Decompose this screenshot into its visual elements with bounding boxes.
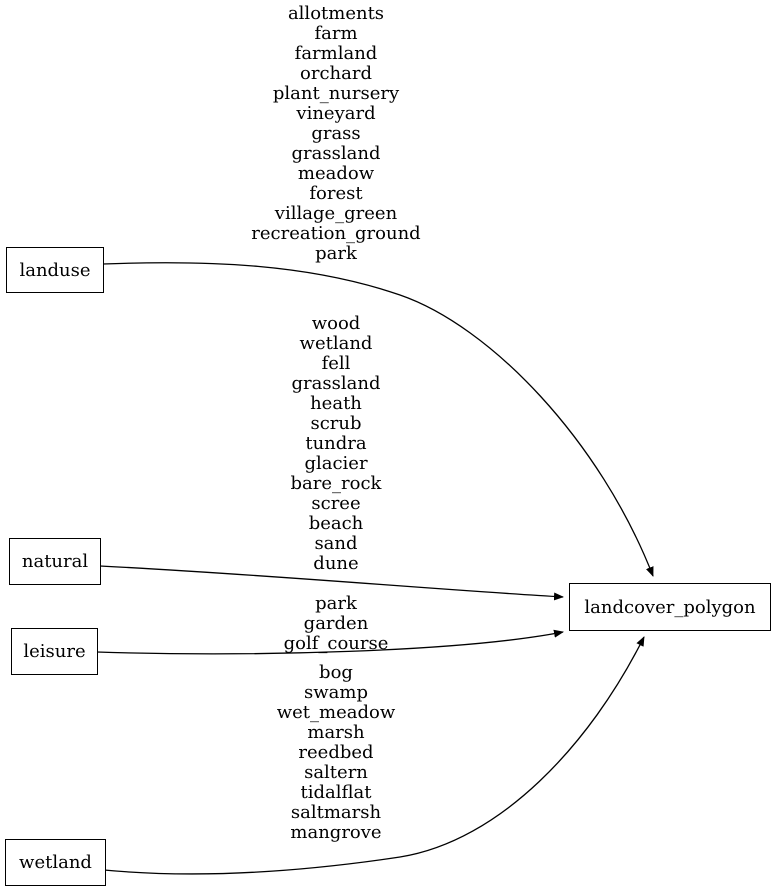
edge-value: farm	[314, 23, 358, 44]
edge-value: mangrove	[290, 822, 382, 843]
edge-value: wet_meadow	[276, 702, 396, 723]
edge-label-natural-values: wood wetland fell grassland heath scrub tundra…	[291, 314, 382, 574]
edge-value: wetland	[299, 333, 373, 354]
edge-value: farmland	[294, 43, 378, 64]
edge-value: village_green	[274, 203, 398, 224]
edge-value: golf_course	[283, 633, 389, 654]
edge-label-leisure-values: park garden golf_course	[284, 594, 389, 654]
edge-value: garden	[303, 613, 369, 634]
node-leisure: leisure	[11, 628, 98, 675]
edge-value: wood	[311, 313, 361, 334]
edge-value: reedbed	[298, 742, 374, 763]
node-landuse: landuse	[6, 247, 104, 293]
edge-label-landuse-values: allotments farm farmland orchard plant_nurse…	[251, 4, 420, 264]
edge-value: scrub	[310, 413, 362, 434]
edge-value: recreation_ground	[251, 223, 421, 244]
edge-value: fell	[321, 353, 351, 374]
edge-value: grassland	[291, 143, 381, 164]
node-landuse-label: landuse	[19, 259, 91, 281]
edge-label-wetland-values: bog swamp wet_meadow marsh reedbed saltern tid…	[277, 663, 396, 843]
edge-leisure-to-landcover	[96, 629, 564, 655]
edge-value: saltmarsh	[290, 802, 382, 823]
edge-value: tundra	[305, 433, 367, 454]
edge-value: plant_nursery	[272, 83, 400, 104]
edge-value: bare_rock	[290, 473, 382, 494]
node-natural-label: natural	[21, 551, 89, 572]
edge-value: park	[315, 243, 357, 264]
node-wetland: wetland	[5, 839, 106, 886]
edge-value: scree	[311, 493, 361, 514]
edge-landuse-to-landcover	[102, 262, 654, 577]
edge-value: heath	[310, 393, 362, 414]
edge-value: swamp	[304, 682, 368, 703]
node-landcover-polygon: landcover_polygon	[569, 583, 771, 631]
edge-value: dune	[313, 553, 359, 574]
edge-value: grassland	[291, 373, 381, 394]
edge-natural-to-landcover	[99, 565, 564, 601]
node-wetland-label: wetland	[19, 852, 92, 873]
edge-wetland-to-landcover	[103, 636, 645, 875]
edge-value: park	[315, 593, 357, 614]
edge-value: bog	[319, 662, 353, 683]
node-landcover-polygon-label: landcover_polygon	[584, 596, 756, 618]
edge-value: beach	[308, 513, 364, 534]
node-leisure-label: leisure	[23, 641, 86, 662]
edge-value: allotments	[287, 3, 385, 24]
edge-value: saltern	[304, 762, 368, 783]
edge-value: grass	[311, 123, 361, 144]
edge-value: tidalflat	[300, 782, 372, 803]
edge-value: glacier	[304, 453, 368, 474]
edge-value: vineyard	[296, 103, 376, 124]
edge-value: marsh	[307, 722, 365, 743]
edge-value: sand	[314, 533, 358, 554]
edge-value: orchard	[300, 63, 372, 84]
node-natural: natural	[9, 538, 101, 585]
edge-value: forest	[309, 183, 363, 204]
edge-value: meadow	[297, 163, 375, 184]
